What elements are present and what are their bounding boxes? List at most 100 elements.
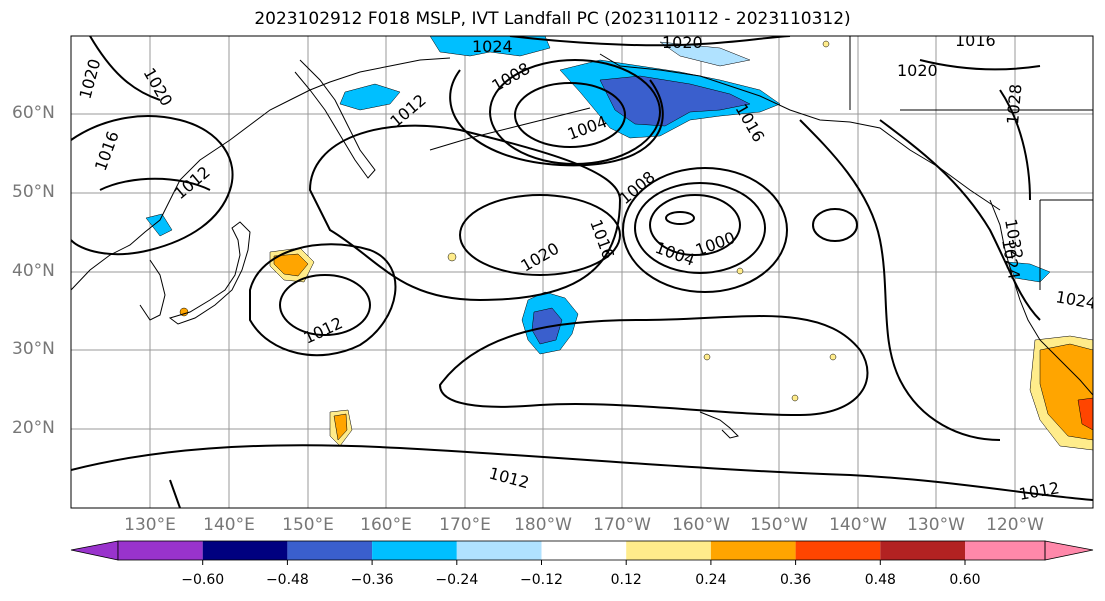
isobar-high — [279, 274, 371, 336]
colorbar-tick-label: −0.60 — [181, 572, 225, 588]
map-title: 2023102912 F018 MSLP, IVT Landfall PC (2… — [254, 9, 851, 29]
isobar-label: 1024 — [472, 37, 513, 56]
coastline-aleutians — [429, 107, 591, 151]
isobar — [799, 119, 1001, 441]
isobar-label: 1000 — [693, 228, 738, 260]
ivt-positive-region — [333, 413, 348, 441]
ivt-positive-region — [1077, 397, 1093, 431]
colorbar-tick-label: 0.48 — [864, 572, 896, 588]
isobar — [71, 115, 234, 256]
ivt-positive-dot — [822, 40, 830, 48]
isobar — [99, 177, 211, 191]
lon-label: 170°E — [439, 515, 491, 535]
map-frame — [70, 35, 1094, 509]
lon-label: 160°W — [672, 515, 730, 535]
lat-label-50n: 50°N — [12, 182, 55, 202]
isobar-label: 1012 — [1017, 478, 1060, 504]
colorbar-segment — [710, 541, 796, 560]
colorbar-segment — [795, 541, 881, 560]
ivt-positive-dot — [703, 353, 711, 361]
isobar-low-midpacific — [665, 211, 695, 225]
colorbar-tick-label: 0.24 — [695, 572, 727, 588]
coastline-kamchatka — [294, 59, 376, 179]
isobar — [89, 36, 161, 101]
ivt-negative-region — [339, 83, 401, 111]
colorbar-arrow-right — [1044, 540, 1094, 561]
lat-label-20n: 20°N — [12, 418, 55, 438]
colorbar-tick-label: −0.48 — [265, 572, 309, 588]
isobar — [71, 444, 1093, 501]
isobar-label: 1016 — [91, 129, 123, 174]
ivt-positive-region — [1039, 343, 1093, 441]
isobar — [308, 124, 622, 302]
colorbar-segment — [965, 541, 1045, 560]
colorbar-segment — [202, 541, 288, 560]
isobar — [812, 208, 858, 242]
lon-label: 150°W — [750, 515, 808, 535]
ivt-positive-dot — [447, 252, 457, 262]
isobar-low-aleutian — [514, 82, 626, 148]
colorbar-tick-label: 0.60 — [949, 572, 981, 588]
lat-label-60n: 60°N — [12, 103, 55, 123]
lon-label: 130°W — [907, 515, 965, 535]
lon-label: 150°E — [282, 515, 334, 535]
lon-label: 170°W — [593, 515, 651, 535]
isobar-label: 1020 — [518, 239, 563, 276]
isobar-low-midpacific — [649, 194, 741, 256]
lon-label: 130°E — [124, 515, 176, 535]
isobar — [919, 59, 1041, 71]
isobar — [449, 69, 664, 167]
colorbar-tick-label: −0.12 — [520, 572, 563, 588]
isobar — [509, 36, 791, 47]
isobar-low-midpacific — [634, 182, 766, 274]
colorbar-segment — [541, 541, 627, 560]
ivt-negative-region — [145, 213, 173, 237]
colorbar-arrow-left — [70, 540, 119, 561]
lon-label: 140°W — [829, 515, 887, 535]
isobar — [879, 119, 1041, 321]
isobar-label: 1016 — [586, 217, 618, 262]
isobar-label: 1008 — [489, 59, 534, 96]
isobar — [438, 315, 869, 417]
colorbar-segment — [880, 541, 965, 560]
isobar-label: 1024 — [1054, 287, 1097, 313]
isobar — [249, 243, 397, 357]
coastline-hawaii — [699, 411, 739, 439]
isobar-label: 1020 — [897, 61, 938, 80]
isobar-low-midpacific — [622, 167, 788, 293]
lon-label: 140°E — [203, 515, 255, 535]
colorbar — [70, 540, 1094, 565]
isobar-label: 1016 — [955, 31, 996, 50]
isobar-label: 1020 — [140, 65, 177, 110]
isobar-label: 1004 — [653, 238, 698, 270]
coastlines — [71, 36, 1093, 439]
ivt-negative-region — [599, 75, 751, 127]
isobar-label: 1004 — [565, 112, 610, 144]
isobar-label: 1012 — [487, 464, 531, 493]
colorbar-tick-label: 0.12 — [610, 572, 642, 588]
gridlines — [71, 36, 1093, 508]
isobar-label: 1028 — [1003, 83, 1025, 125]
lat-label-30n: 30°N — [12, 339, 55, 359]
lon-label: 160°E — [360, 515, 412, 535]
isobar-high — [459, 194, 621, 276]
isobar-label: 1020 — [662, 33, 703, 52]
lon-label: 120°W — [986, 515, 1044, 535]
lat-label-40n: 40°N — [12, 261, 55, 281]
ivt-shading — [145, 36, 1093, 451]
isobar — [999, 89, 1031, 201]
ivt-negative-region — [659, 41, 751, 67]
colorbar-segment — [118, 541, 203, 560]
ivt-positive-dot — [829, 353, 837, 361]
lon-label: 180°W — [514, 515, 572, 535]
isobar-label: 1020 — [76, 57, 105, 101]
isobar — [169, 479, 181, 508]
ivt-positive-dot — [736, 267, 744, 275]
ivt-positive-region — [273, 253, 309, 277]
colorbar-tick-label: −0.36 — [350, 572, 394, 588]
colorbar-tick-label: −0.24 — [435, 572, 479, 588]
colorbar-tick-label: 0.36 — [780, 572, 812, 588]
isobar-label: 1012 — [301, 313, 346, 347]
ivt-negative-region — [429, 36, 551, 57]
